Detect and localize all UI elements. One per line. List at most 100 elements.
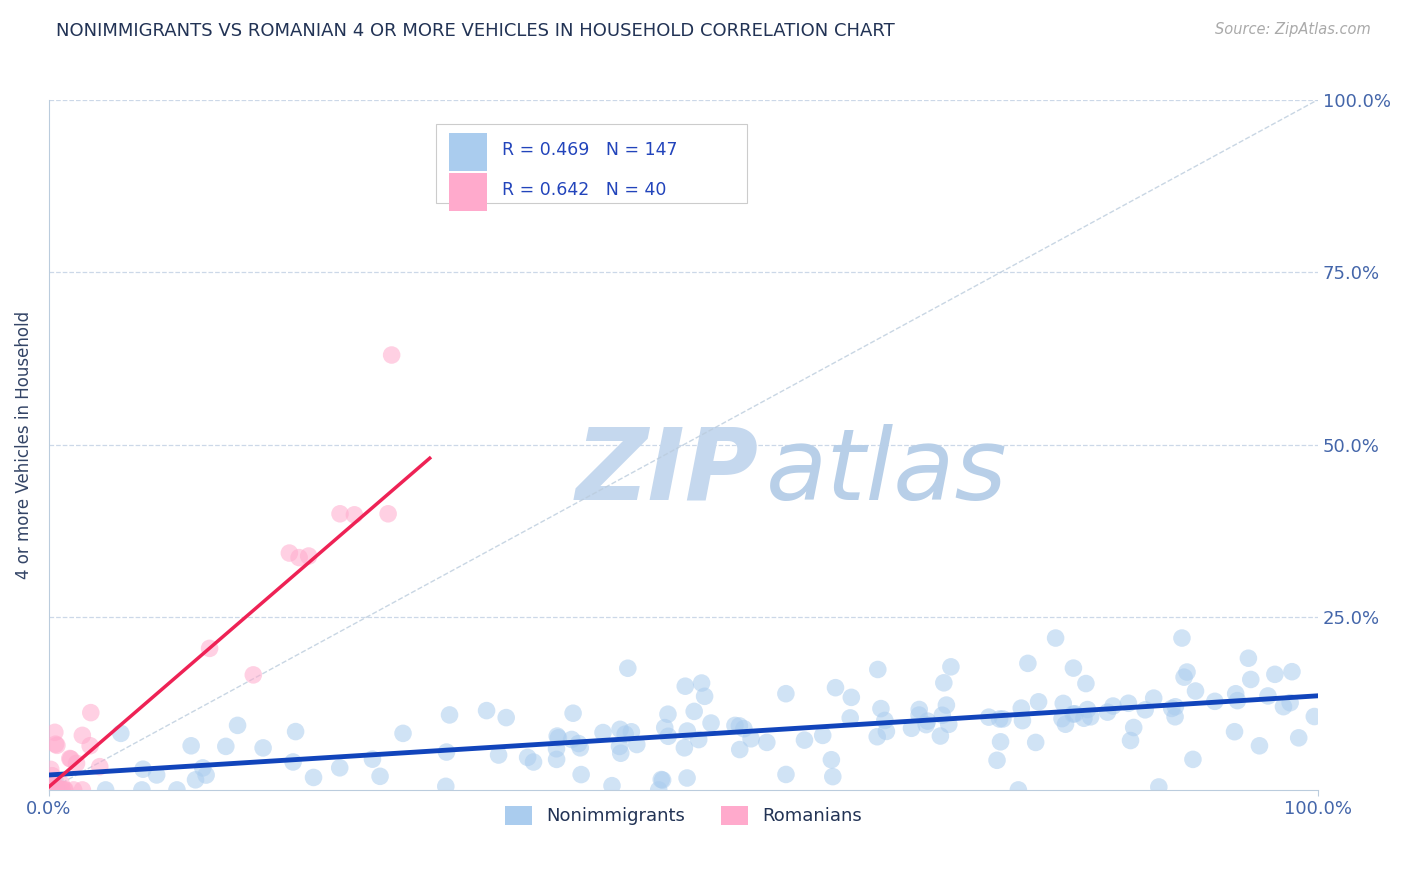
Point	[1175, 665, 1198, 679]
Point	[39, 763, 62, 777]
Point	[1279, 696, 1302, 710]
Point	[866, 663, 889, 677]
Point	[166, 783, 188, 797]
Point	[1122, 721, 1144, 735]
Point	[600, 779, 623, 793]
Point	[302, 771, 325, 785]
Point	[1076, 702, 1098, 716]
Point	[1264, 667, 1286, 681]
Point	[1173, 670, 1195, 684]
Point	[284, 724, 307, 739]
Point	[673, 740, 696, 755]
Point	[298, 549, 321, 563]
Point	[569, 740, 592, 755]
Point	[690, 676, 713, 690]
Point	[1240, 673, 1263, 687]
Point	[724, 718, 747, 732]
Point	[281, 755, 304, 769]
Point	[377, 507, 399, 521]
Point	[475, 704, 498, 718]
Text: NONIMMIGRANTS VS ROMANIAN 4 OR MORE VEHICLES IN HOUSEHOLD CORRELATION CHART: NONIMMIGRANTS VS ROMANIAN 4 OR MORE VEHI…	[56, 22, 896, 40]
Point	[1010, 701, 1032, 715]
Point	[657, 729, 679, 743]
Point	[793, 733, 815, 747]
Point	[1007, 783, 1029, 797]
Point	[59, 752, 82, 766]
Point	[650, 772, 672, 787]
Point	[561, 732, 583, 747]
Point	[1204, 694, 1226, 708]
Point	[65, 756, 87, 771]
Text: R = 0.469   N = 147: R = 0.469 N = 147	[502, 141, 678, 159]
Point	[908, 708, 931, 723]
Point	[592, 725, 614, 739]
Point	[866, 730, 889, 744]
Point	[44, 779, 66, 793]
Point	[986, 753, 1008, 767]
Point	[41, 783, 63, 797]
Point	[733, 722, 755, 736]
Point	[44, 783, 66, 797]
Point	[110, 726, 132, 740]
Point	[1223, 724, 1246, 739]
Point	[516, 750, 538, 764]
Point	[145, 768, 167, 782]
Point	[288, 550, 311, 565]
Point	[1147, 780, 1170, 794]
Text: atlas: atlas	[766, 424, 1008, 521]
Point	[42, 776, 65, 790]
Point	[824, 681, 846, 695]
Point	[929, 729, 952, 743]
Point	[1181, 752, 1204, 766]
Point	[1257, 689, 1279, 703]
Point	[1025, 735, 1047, 749]
Point	[80, 706, 103, 720]
Point	[562, 706, 585, 721]
Point	[1171, 631, 1194, 645]
Point	[546, 729, 568, 743]
Point	[648, 783, 671, 797]
Point	[977, 710, 1000, 724]
Point	[184, 772, 207, 787]
Y-axis label: 4 or more Vehicles in Household: 4 or more Vehicles in Household	[15, 310, 32, 579]
Point	[94, 783, 117, 797]
Point	[775, 687, 797, 701]
Point	[1288, 731, 1310, 745]
Point	[875, 724, 897, 739]
Point	[131, 783, 153, 797]
Point	[45, 739, 67, 753]
Point	[932, 676, 955, 690]
Point	[361, 752, 384, 766]
Point	[1073, 711, 1095, 725]
Point	[329, 761, 352, 775]
Point	[755, 735, 778, 749]
Point	[900, 721, 922, 735]
Point	[870, 701, 893, 715]
Point	[990, 735, 1012, 749]
FancyBboxPatch shape	[436, 124, 747, 203]
Point	[180, 739, 202, 753]
Point	[567, 737, 589, 751]
Point	[821, 770, 844, 784]
Point	[908, 702, 931, 716]
Point	[226, 718, 249, 732]
Point	[775, 767, 797, 781]
Point	[728, 719, 751, 733]
Point	[988, 712, 1011, 726]
Point	[51, 783, 73, 797]
Point	[620, 724, 643, 739]
Point	[626, 738, 648, 752]
Point	[1028, 695, 1050, 709]
Point	[522, 755, 544, 769]
Point	[198, 641, 221, 656]
Text: ZIP: ZIP	[575, 424, 759, 521]
Point	[1017, 657, 1039, 671]
Point	[740, 731, 762, 746]
Point	[434, 780, 457, 794]
Point	[44, 725, 66, 739]
Point	[62, 783, 84, 797]
Point	[44, 783, 66, 797]
Point	[614, 727, 637, 741]
Point	[1062, 707, 1084, 722]
Point	[688, 732, 710, 747]
